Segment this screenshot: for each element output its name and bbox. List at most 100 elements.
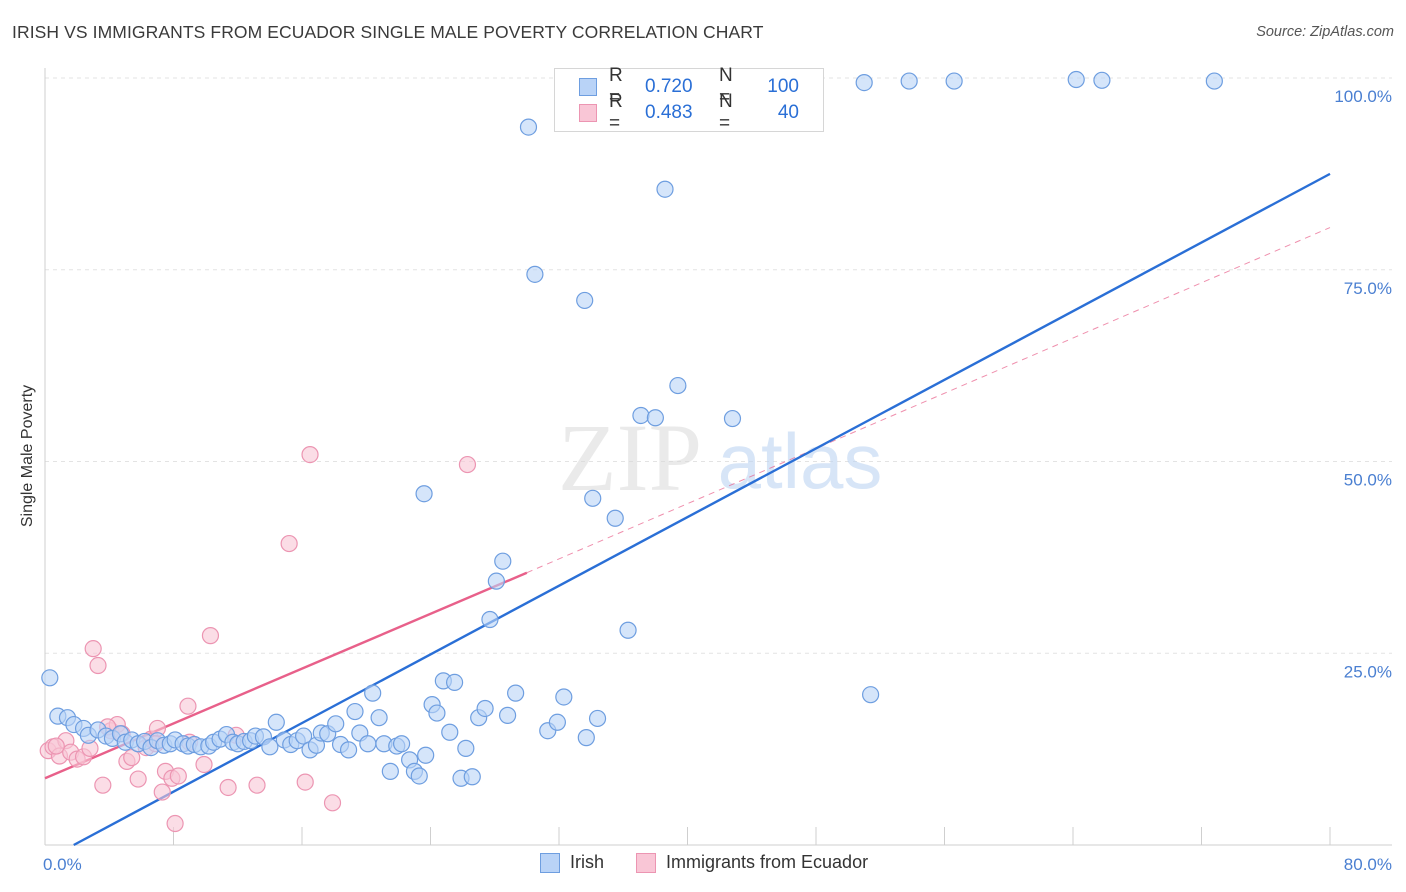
y-tick-label: 75.0%	[1344, 279, 1392, 298]
data-point-irish	[481, 610, 499, 629]
data-point-irish	[494, 552, 512, 570]
data-point-irish	[499, 706, 517, 724]
watermark-zip: ZIP	[558, 404, 702, 511]
legend-row-ecuador: R = 0.483 N = 40	[579, 91, 799, 134]
data-point-ecuador	[195, 755, 213, 774]
data-point-irish	[476, 699, 494, 718]
chart-title: IRISH VS IMMIGRANTS FROM ECUADOR SINGLE …	[12, 22, 764, 42]
data-point-irish	[632, 406, 650, 425]
data-point-ecuador	[129, 770, 147, 788]
legend-r-label: R =	[609, 65, 623, 108]
legend-swatch-irish	[579, 78, 597, 96]
data-point-irish	[646, 409, 664, 427]
data-point-ecuador	[323, 794, 342, 812]
data-point-irish	[428, 704, 446, 722]
legend-row-irish: R = 0.720 N = 100	[579, 65, 799, 108]
data-point-irish	[669, 376, 687, 395]
data-point-irish	[364, 684, 382, 702]
data-point-irish	[487, 572, 505, 590]
data-point-irish	[346, 702, 364, 721]
data-point-irish	[1205, 72, 1223, 90]
data-point-irish	[606, 509, 624, 527]
data-point-irish	[584, 489, 602, 507]
data-point-ecuador	[84, 640, 102, 658]
y-axis-label: Single Male Poverty	[19, 384, 36, 528]
x-tick-label-max: 80.0%	[1344, 855, 1392, 874]
data-point-irish	[656, 180, 674, 198]
legend-n-label: N =	[719, 65, 733, 108]
legend-n-value-ecuador: 40	[777, 102, 799, 123]
data-point-irish	[261, 738, 279, 756]
data-point-irish	[577, 729, 595, 747]
trendline-ecuador-extension	[526, 227, 1331, 574]
data-point-ecuador	[123, 748, 141, 767]
series-legend-ecuador: Immigrants from Ecuador	[636, 852, 868, 873]
data-point-irish	[417, 746, 435, 764]
legend-n-value-irish: 100	[767, 76, 799, 97]
data-point-irish	[410, 767, 428, 785]
data-point-irish	[370, 709, 388, 727]
data-point-irish	[463, 768, 481, 786]
data-point-irish	[519, 118, 538, 136]
data-point-ecuador	[201, 627, 220, 645]
data-point-irish	[1093, 71, 1111, 89]
data-point-irish	[862, 686, 880, 704]
data-point-irish	[381, 762, 399, 780]
data-point-irish	[339, 741, 358, 759]
source-label: Source: ZipAtlas.com	[1256, 24, 1394, 40]
grid-layer	[45, 77, 1392, 654]
y-tick-label: 100.0%	[1334, 87, 1392, 106]
series-irish-points	[41, 70, 1223, 787]
data-point-irish	[526, 265, 544, 283]
y-tick-label: 25.0%	[1344, 662, 1392, 681]
data-point-ecuador	[301, 445, 319, 464]
watermark: ZIP atlas	[558, 404, 882, 511]
data-point-ecuador	[47, 737, 65, 755]
x-tick-label-min: 0.0%	[43, 855, 82, 874]
data-point-irish	[855, 74, 873, 92]
data-point-irish	[415, 485, 433, 503]
data-point-irish	[1067, 70, 1085, 89]
data-point-irish	[327, 715, 345, 733]
data-point-irish	[723, 409, 742, 428]
data-point-ecuador	[280, 534, 298, 553]
data-point-irish	[295, 727, 313, 745]
axes-layer	[44, 68, 1392, 846]
data-point-irish	[441, 723, 459, 741]
data-point-ecuador	[248, 776, 266, 794]
series-legend-swatch-irish	[540, 852, 560, 873]
data-point-irish	[41, 669, 59, 687]
data-point-irish	[945, 72, 963, 90]
data-point-irish	[900, 72, 918, 90]
data-point-ecuador	[179, 697, 197, 715]
data-point-irish	[507, 684, 525, 702]
series-legend-irish: Irish	[540, 852, 604, 873]
legend-r-value-irish: 0.720	[645, 76, 693, 97]
data-point-irish	[267, 713, 285, 731]
data-point-ecuador	[94, 776, 112, 794]
legend-n-label: N =	[719, 91, 733, 134]
data-point-ecuador	[89, 656, 107, 675]
data-point-irish	[548, 713, 566, 731]
data-point-irish	[555, 688, 573, 706]
data-point-irish	[576, 291, 594, 310]
correlation-legend: R = 0.720 N = 100 R = 0.483 N = 40	[554, 65, 824, 134]
data-point-irish	[392, 735, 411, 753]
series-legend: Irish Immigrants from Ecuador	[540, 852, 900, 873]
watermark-atlas: atlas	[718, 417, 883, 505]
series-legend-label-ecuador: Immigrants from Ecuador	[666, 852, 869, 872]
tick-labels: 25.0% 50.0% 75.0% 100.0% 0.0% 80.0%	[43, 87, 1392, 874]
data-point-ecuador	[166, 814, 184, 833]
legend-r-label: R =	[609, 91, 623, 134]
data-point-ecuador	[219, 778, 237, 797]
data-point-irish	[619, 621, 637, 639]
series-legend-label-irish: Irish	[570, 852, 605, 872]
data-point-ecuador	[169, 767, 187, 785]
series-legend-swatch-ecuador	[636, 852, 657, 873]
data-point-ecuador	[153, 783, 171, 801]
data-point-irish	[445, 673, 464, 691]
legend-r-value-ecuador: 0.483	[645, 102, 693, 123]
data-point-irish	[457, 739, 475, 757]
data-point-irish	[359, 735, 377, 753]
